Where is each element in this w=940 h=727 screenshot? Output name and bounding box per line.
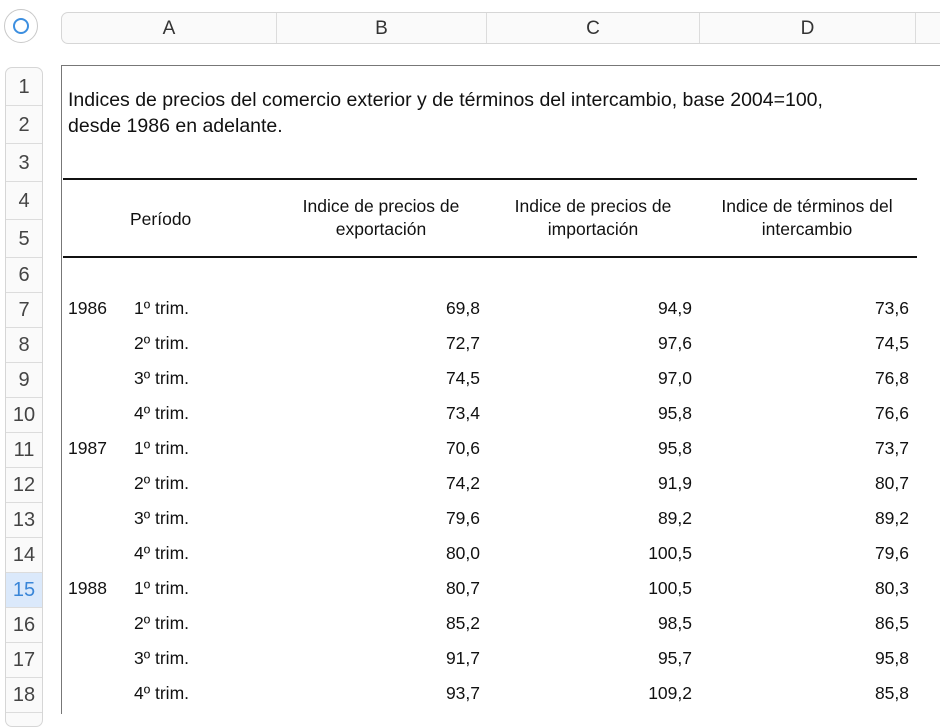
cell-export-index: 74,2 — [445, 473, 480, 493]
cell-import-index: 98,5 — [657, 613, 692, 633]
cell-import-index: 95,8 — [657, 438, 692, 458]
cell-export-index: 79,6 — [445, 508, 480, 528]
column-header-bar: A B C D — [61, 12, 940, 44]
table-title: Indices de precios del comercio exterior… — [68, 89, 823, 137]
row-header-16[interactable]: 16 — [6, 608, 42, 643]
row-period: 2º trim. — [134, 473, 190, 493]
row-year: 1986 — [68, 298, 107, 318]
row-period: 1º trim. — [134, 298, 190, 318]
cell-import-index: 100,5 — [648, 543, 692, 563]
header-export-index: Indice de precios de exportación — [302, 196, 460, 239]
header-top-rule — [63, 178, 917, 180]
row-header-18[interactable]: 18 — [6, 678, 42, 713]
row-header-13[interactable]: 13 — [6, 503, 42, 538]
select-all-circle-icon[interactable] — [4, 9, 38, 43]
row-header-10[interactable]: 10 — [6, 398, 42, 433]
row-period: 4º trim. — [134, 403, 190, 423]
row-year: 1988 — [68, 578, 107, 598]
row-period: 3º trim. — [134, 508, 190, 528]
cell-import-index: 94,9 — [657, 298, 692, 318]
cell-export-index: 80,7 — [445, 578, 480, 598]
column-header-a[interactable]: A — [62, 13, 277, 43]
cell-export-index: 73,4 — [445, 403, 480, 423]
cell-export-index: 70,6 — [445, 438, 480, 458]
cell-import-index: 109,2 — [648, 683, 692, 703]
row-period: 3º trim. — [134, 368, 190, 388]
cell-import-index: 89,2 — [657, 508, 692, 528]
row-period: 2º trim. — [134, 333, 190, 353]
cell-export-index: 72,7 — [445, 333, 480, 353]
row-header-2[interactable]: 2 — [6, 106, 42, 144]
cell-export-index: 85,2 — [445, 613, 480, 633]
column-header-d[interactable]: D — [700, 13, 916, 43]
row-header-14[interactable]: 14 — [6, 538, 42, 573]
cell-terms-index: 76,8 — [874, 368, 909, 388]
row-header-11[interactable]: 11 — [6, 433, 42, 468]
sheet-canvas[interactable] — [61, 65, 940, 714]
row-header-8[interactable]: 8 — [6, 328, 42, 363]
row-period: 1º trim. — [134, 578, 190, 598]
cell-terms-index: 79,6 — [874, 543, 909, 563]
cell-terms-index: 80,3 — [874, 578, 909, 598]
row-period: 2º trim. — [134, 613, 190, 633]
row-header-4[interactable]: 4 — [6, 182, 42, 220]
header-bottom-rule — [63, 256, 917, 258]
row-header-15[interactable]: 15 — [6, 573, 42, 608]
cell-terms-index: 73,6 — [874, 298, 909, 318]
row-header-12[interactable]: 12 — [6, 468, 42, 503]
cell-terms-index: 95,8 — [874, 648, 909, 668]
cell-import-index: 95,8 — [657, 403, 692, 423]
row-period: 4º trim. — [134, 683, 190, 703]
cell-export-index: 91,7 — [445, 648, 480, 668]
row-header-1[interactable]: 1 — [6, 68, 42, 106]
row-header-bar: 1 2 3 4 5 6 7 8 9 10 11 12 13 14 15 16 17 18 — [5, 67, 43, 727]
cell-terms-index: 86,5 — [874, 613, 909, 633]
column-header-b[interactable]: B — [277, 13, 487, 43]
cell-export-index: 69,8 — [445, 298, 480, 318]
header-terms-index: Indice de términos del intercambio — [721, 196, 893, 239]
row-header-6[interactable]: 6 — [6, 258, 42, 293]
row-header-3[interactable]: 3 — [6, 144, 42, 182]
row-period: 1º trim. — [134, 438, 190, 458]
row-year: 1987 — [68, 438, 107, 458]
row-period: 4º trim. — [134, 543, 190, 563]
sheet-corner — [0, 0, 50, 56]
cell-import-index: 91,9 — [657, 473, 692, 493]
cell-terms-index: 85,8 — [874, 683, 909, 703]
cell-terms-index: 80,7 — [874, 473, 909, 493]
cell-import-index: 100,5 — [648, 578, 692, 598]
row-period: 3º trim. — [134, 648, 190, 668]
column-header-c[interactable]: C — [487, 13, 700, 43]
cell-import-index: 97,0 — [657, 368, 692, 388]
cell-import-index: 95,7 — [657, 648, 692, 668]
row-header-17[interactable]: 17 — [6, 643, 42, 678]
row-header-9[interactable]: 9 — [6, 363, 42, 398]
cell-terms-index: 76,6 — [874, 403, 909, 423]
cell-export-index: 93,7 — [445, 683, 480, 703]
cell-terms-index: 89,2 — [874, 508, 909, 528]
row-header-5[interactable]: 5 — [6, 220, 42, 258]
header-import-index: Indice de precios de importación — [514, 196, 672, 239]
cell-export-index: 80,0 — [445, 543, 480, 563]
header-periodo: Período — [130, 209, 192, 229]
cell-terms-index: 74,5 — [874, 333, 909, 353]
cell-import-index: 97,6 — [657, 333, 692, 353]
cell-export-index: 74,5 — [445, 368, 480, 388]
cell-terms-index: 73,7 — [874, 438, 909, 458]
row-header-7[interactable]: 7 — [6, 293, 42, 328]
